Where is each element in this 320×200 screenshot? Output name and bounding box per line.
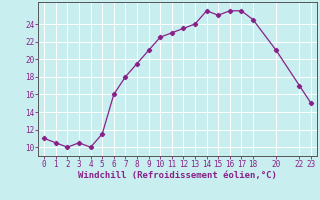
X-axis label: Windchill (Refroidissement éolien,°C): Windchill (Refroidissement éolien,°C) [78, 171, 277, 180]
